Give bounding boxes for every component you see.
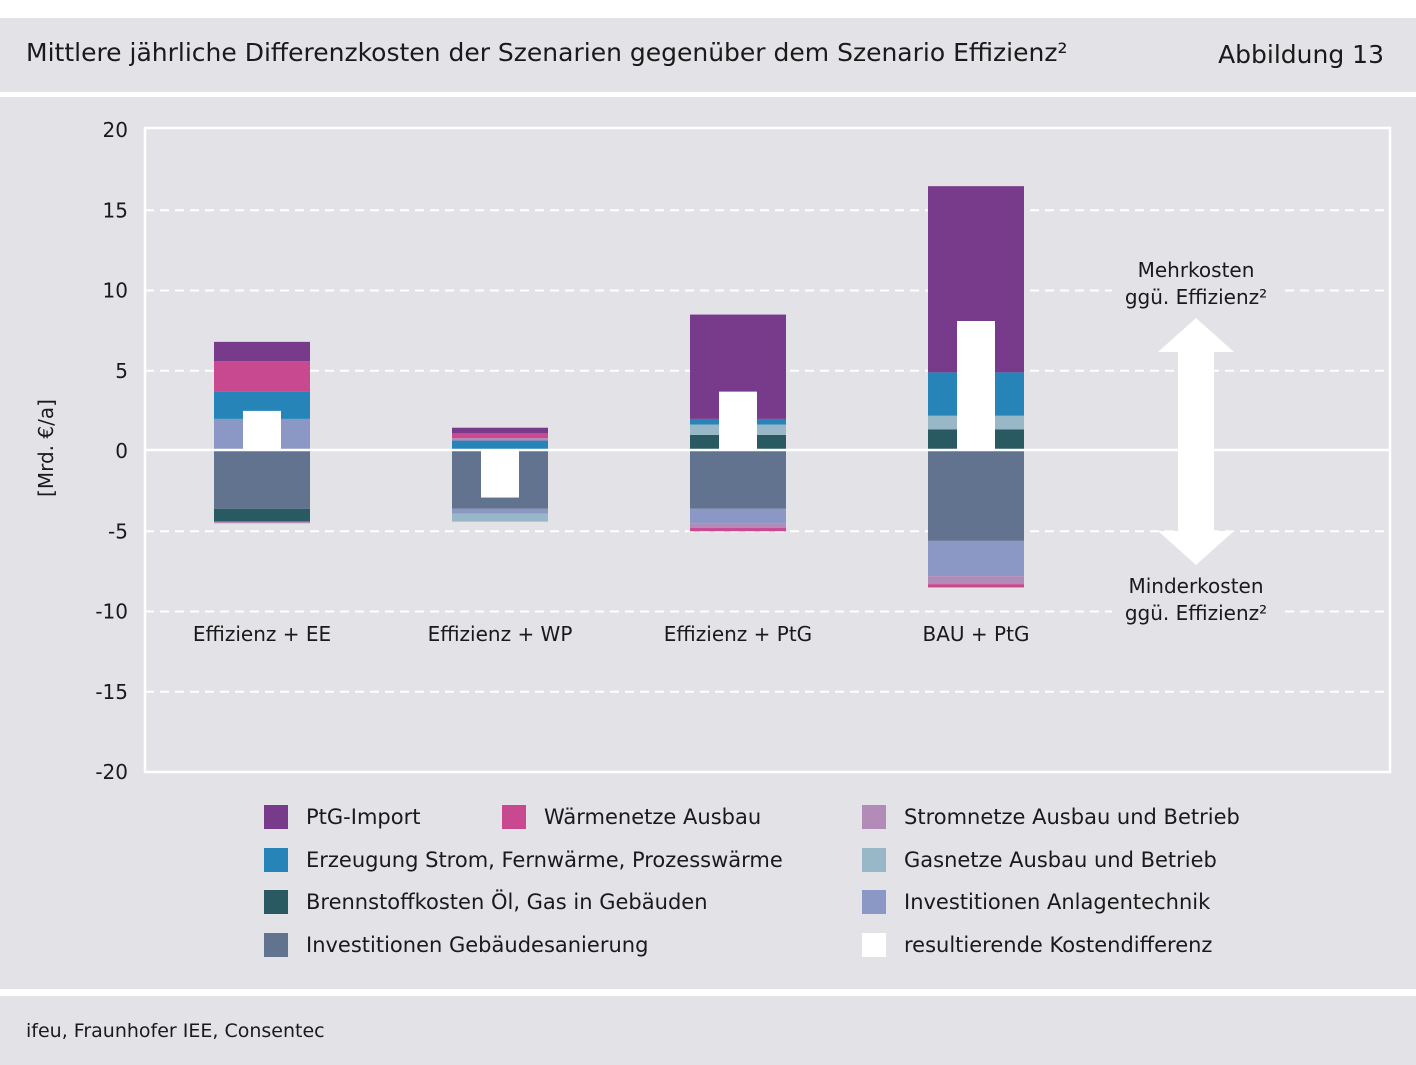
bar-result: [957, 320, 995, 451]
x-category-label: Effizienz + EE: [193, 622, 331, 646]
y-tick-label: -5: [108, 519, 128, 543]
footer-band: [0, 996, 1416, 1065]
legend-item-gebaeude: Investitionen Gebäudesanierung: [264, 932, 648, 958]
legend-item-anlagentechnik: Investitionen Anlagentechnik: [862, 889, 1210, 915]
y-tick-label: -10: [95, 600, 128, 624]
x-category-label: Effizienz + WP: [428, 622, 573, 646]
y-tick-label: -15: [95, 680, 128, 704]
annotation-mehrkosten-ref: ggü. Effizienz²: [1125, 285, 1267, 309]
legend-item-waermenetze: Wärmenetze Ausbau: [502, 804, 761, 830]
legend-swatch: [264, 890, 288, 914]
bar-segment-ptg_import: [214, 341, 310, 362]
bar-segment-erzeugung: [452, 440, 548, 451]
legend-swatch: [264, 848, 288, 872]
bar-segment-waermenetze: [214, 361, 310, 392]
legend-label: Brennstoffkosten Öl, Gas in Gebäuden: [306, 890, 708, 914]
bar-segment-stromnetze: [928, 576, 1024, 585]
y-tick-label: 20: [103, 118, 128, 142]
legend-label: Gasnetze Ausbau und Betrieb: [904, 848, 1217, 872]
legend-label: Investitionen Anlagentechnik: [904, 890, 1211, 914]
legend-item-erzeugung: Erzeugung Strom, Fernwärme, Prozesswärme: [264, 847, 783, 873]
legend-item-stromnetze: Stromnetze Ausbau und Betrieb: [862, 804, 1240, 830]
chart-title: Mittlere jährliche Differenzkosten der S…: [26, 38, 1068, 67]
legend-swatch: [264, 805, 288, 829]
bar-segment-gebaeude: [690, 451, 786, 509]
legend-swatch: [264, 933, 288, 957]
y-tick-label: 10: [103, 279, 128, 303]
x-category-label: Effizienz + PtG: [664, 622, 812, 646]
bar-segment-stromnetze: [214, 521, 310, 524]
double-arrow-icon: [1158, 318, 1234, 565]
header-band: [0, 18, 1416, 92]
bar-segment-waermenetze: [690, 528, 786, 532]
bar-segment-waermenetze: [928, 584, 1024, 588]
y-axis-label: [Mrd. €/a]: [34, 399, 58, 497]
legend-item-result: resultierende Kostendifferenz: [862, 932, 1212, 958]
annotation-minderkosten: Minderkosten: [1128, 574, 1263, 598]
y-tick-label: 0: [115, 439, 128, 463]
figure-number: Abbildung 13: [1218, 40, 1384, 69]
y-tick-label: 15: [103, 198, 128, 222]
bar-segment-anlagentechnik: [928, 540, 1024, 577]
bar-segment-gebaeude: [928, 451, 1024, 541]
legend-swatch: [502, 805, 526, 829]
legend-swatch: [862, 890, 886, 914]
legend-label: Investitionen Gebäudesanierung: [306, 933, 649, 957]
legend-label: Erzeugung Strom, Fernwärme, Prozesswärme: [306, 848, 783, 872]
bar-segment-ptg_import: [452, 427, 548, 434]
legend-label: resultierende Kostendifferenz: [904, 933, 1213, 957]
legend-label: PtG-Import: [306, 805, 421, 829]
source-note: ifeu, Fraunhofer IEE, Consentec: [26, 1020, 325, 1042]
legend-label: Stromnetze Ausbau und Betrieb: [904, 805, 1240, 829]
upper-annotation-bg: [1112, 256, 1280, 314]
y-tick-label: -20: [95, 760, 128, 784]
bar-segment-gasnetze: [452, 513, 548, 522]
bar-segment-waermenetze: [452, 433, 548, 439]
x-category-label: BAU + PtG: [923, 622, 1030, 646]
bar-segment-stromnetze: [690, 523, 786, 529]
legend-item-ptg_import: PtG-Import: [264, 804, 420, 830]
bar-result: [719, 391, 757, 451]
legend-swatch: [862, 848, 886, 872]
bar-segment-gebaeude: [214, 451, 310, 509]
legend-item-gasnetze: Gasnetze Ausbau und Betrieb: [862, 847, 1217, 873]
bar-segment-stromnetze: [452, 438, 548, 441]
y-tick-label: 5: [115, 359, 128, 383]
legend-swatch: [862, 933, 886, 957]
bar-segment-anlagentechnik: [690, 508, 786, 524]
legend-item-brennstoff: Brennstoffkosten Öl, Gas in Gebäuden: [264, 889, 708, 915]
bar-segment-brennstoff: [214, 508, 310, 522]
annotation-minderkosten-ref: ggü. Effizienz²: [1125, 601, 1267, 625]
legend-label: Wärmenetze Ausbau: [544, 805, 762, 829]
bar-result: [481, 451, 519, 498]
legend-swatch: [862, 805, 886, 829]
lower-annotation-bg: [1112, 572, 1280, 630]
bar-segment-anlagentechnik: [452, 508, 548, 514]
annotation-mehrkosten: Mehrkosten: [1138, 258, 1255, 282]
bar-result: [243, 410, 281, 451]
